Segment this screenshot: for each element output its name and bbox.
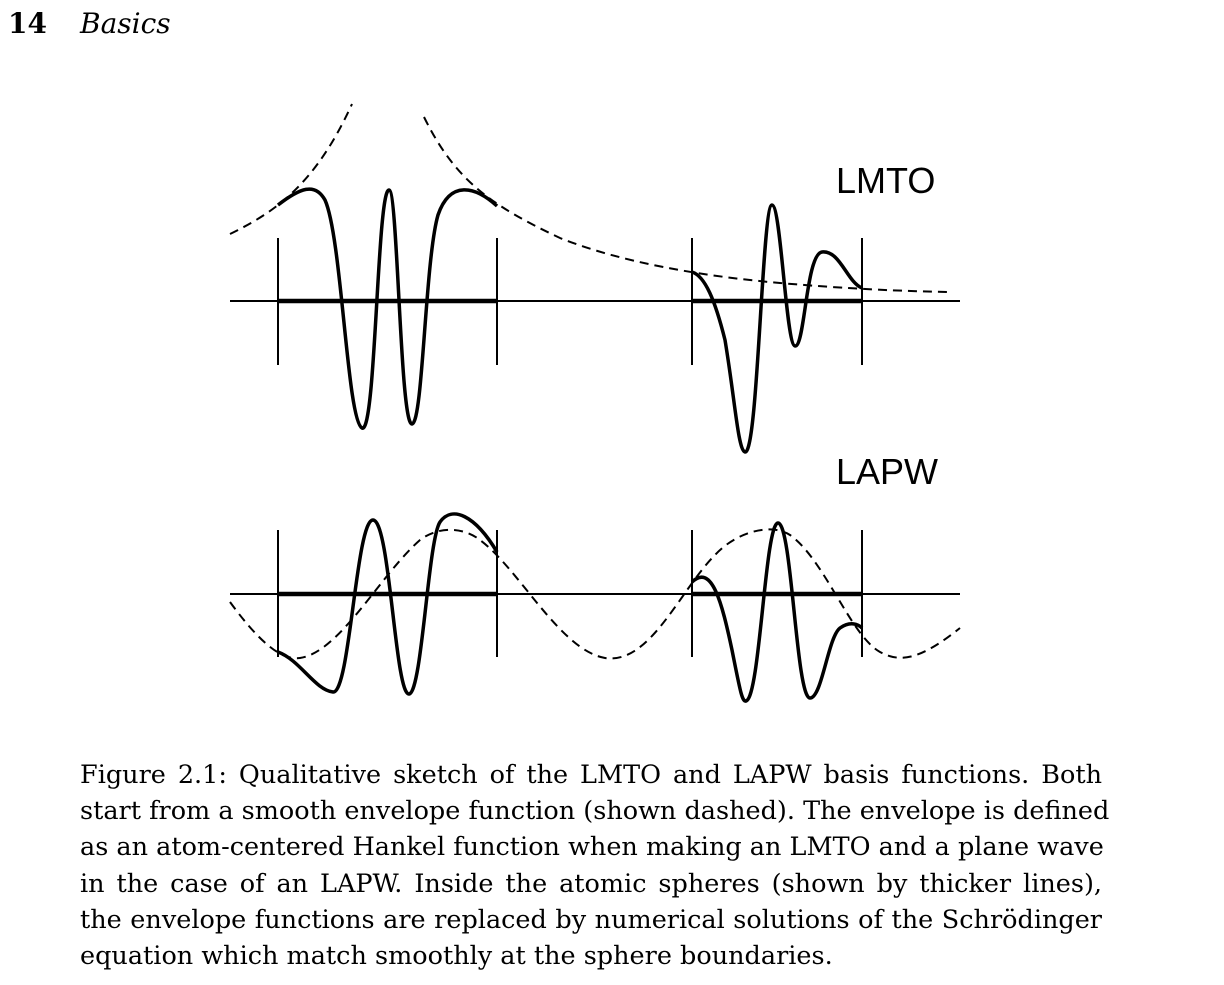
lmto-label: LMTO bbox=[836, 160, 935, 201]
lapw-basis-function-1 bbox=[277, 512, 499, 696]
lmto-basis-function-1 bbox=[276, 187, 499, 430]
caption-line: the envelope functions are replaced by n… bbox=[80, 904, 1102, 935]
caption-line: start from a smooth envelope function (s… bbox=[80, 796, 1110, 827]
lapw-envelope-plane-wave bbox=[229, 528, 961, 660]
lmto-panel: LMTO bbox=[229, 103, 960, 454]
caption-line: as an atom-centered Hankel function when… bbox=[80, 832, 1104, 863]
caption-line: Figure 2.1: Qualitative sketch of the LM… bbox=[80, 760, 1102, 790]
figure-caption: Figure 2.1: Qualitative sketch of the LM… bbox=[80, 757, 1110, 974]
lmto-envelope-left bbox=[229, 103, 353, 235]
lmto-envelope-right bbox=[423, 116, 949, 293]
running-head: 14 Basics bbox=[8, 4, 171, 44]
section-title: Basics bbox=[80, 7, 171, 40]
caption-line: equation which match smoothly at the sph… bbox=[80, 941, 833, 972]
lapw-panel: LAPW bbox=[229, 451, 961, 703]
page-number: 14 bbox=[8, 7, 47, 40]
lapw-label: LAPW bbox=[836, 451, 938, 492]
caption-line: in the case of an LAPW. Inside the atomi… bbox=[80, 868, 1102, 899]
lapw-basis-function-2 bbox=[690, 521, 864, 703]
lmto-basis-function-2 bbox=[691, 203, 863, 454]
